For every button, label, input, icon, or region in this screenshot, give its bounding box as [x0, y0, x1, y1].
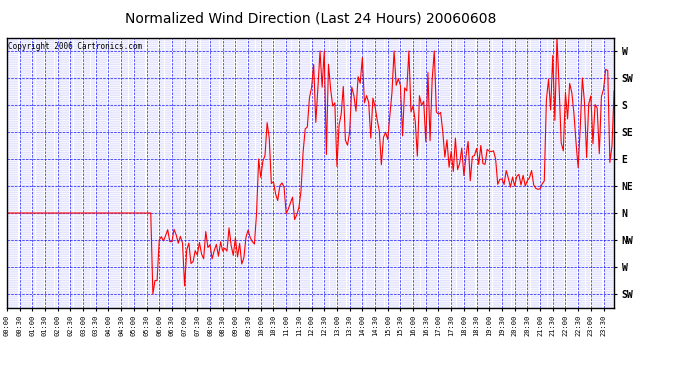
Text: Copyright 2006 Cartronics.com: Copyright 2006 Cartronics.com [8, 42, 142, 51]
Text: Normalized Wind Direction (Last 24 Hours) 20060608: Normalized Wind Direction (Last 24 Hours… [125, 11, 496, 25]
